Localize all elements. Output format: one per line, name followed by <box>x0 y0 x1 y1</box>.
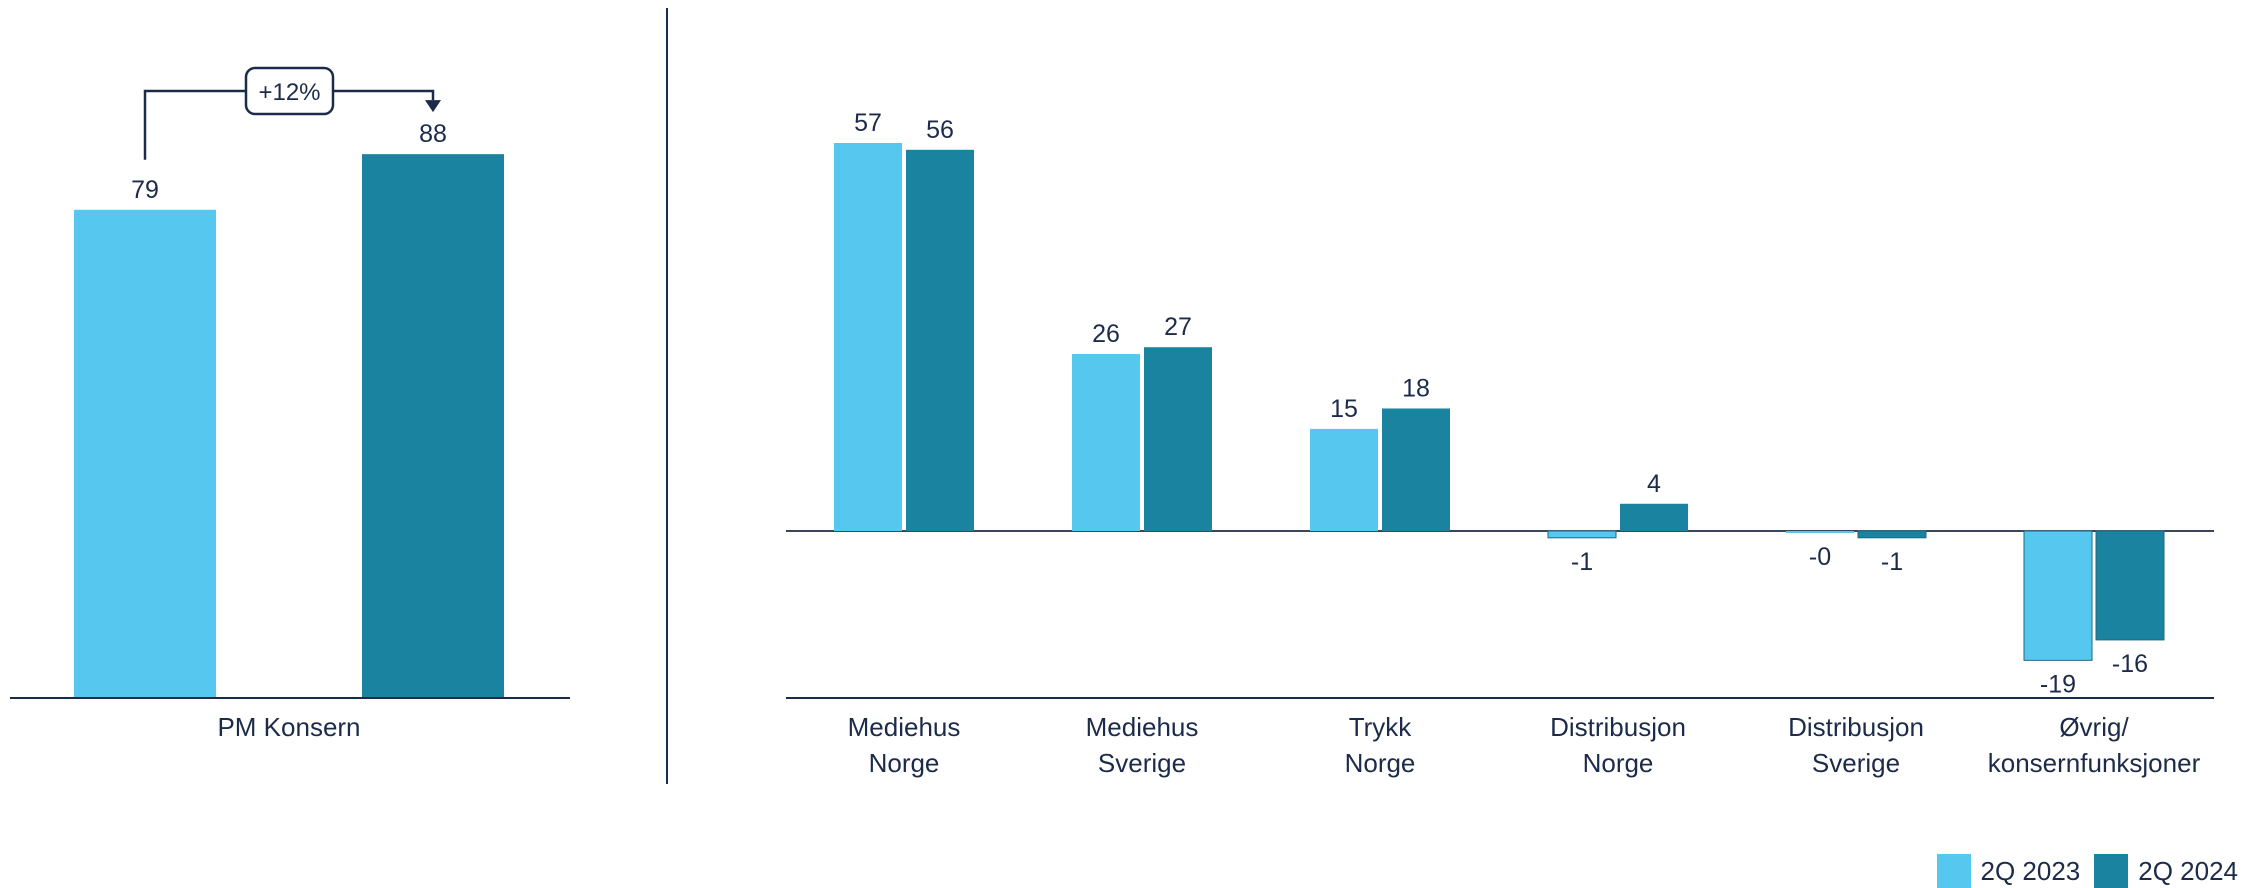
bar-mediehus-norge-2q-2024 <box>906 149 974 532</box>
data-label-trykk-norge-2q-2024: 18 <box>1402 374 1430 402</box>
legend-label-2024: 2Q 2024 <box>2138 855 2238 886</box>
bar-distribusjon-norge-2q-2023 <box>1547 530 1617 539</box>
x-tick-label-vrig-konsernfunksjoner-line-1: Øvrig/ <box>2059 712 2129 742</box>
x-tick-label-mediehus-sverige-line-2: Sverige <box>1098 748 1186 778</box>
growth-bracket-right-arm <box>333 89 435 101</box>
bar-mediehus-sverige-2q-2023 <box>1072 354 1140 531</box>
data-label-pm-konsern-2q-2023: 79 <box>131 176 159 204</box>
data-label-distribusjon-norge-2q-2024: 4 <box>1647 470 1661 498</box>
x-tick-label-trykk-norge-line-2: Norge <box>1345 748 1416 778</box>
legend-swatch-2023 <box>1936 854 1971 888</box>
x-tick-label-trykk-norge-line-1: Trykk <box>1349 712 1413 742</box>
data-label-distribusjon-sverige-2q-2023: -0 <box>1809 543 1831 571</box>
data-label-trykk-norge-2q-2023: 15 <box>1330 395 1358 423</box>
bar-mediehus-sverige-2q-2024 <box>1144 347 1212 531</box>
x-tick-label-distribusjon-sverige-line-1: Distribusjon <box>1788 712 1924 742</box>
growth-bracket-left-arm <box>143 89 246 160</box>
x-tick-label-distribusjon-norge-line-2: Norge <box>1583 748 1654 778</box>
legend-swatch-2024 <box>2094 854 2129 888</box>
x-tick-label-distribusjon-norge-line-1: Distribusjon <box>1550 712 1686 742</box>
data-label-vrig-konsernfunksjoner-2q-2023: -19 <box>2040 670 2076 698</box>
data-label-distribusjon-sverige-2q-2024: -1 <box>1881 548 1903 576</box>
bar-distribusjon-sverige-2q-2024 <box>1857 530 1927 539</box>
data-label-mediehus-norge-2q-2024: 56 <box>926 116 954 144</box>
legend-label-2023: 2Q 2023 <box>1980 855 2081 886</box>
x-tick-label-distribusjon-sverige-line-2: Sverige <box>1812 748 1900 778</box>
data-label-vrig-konsernfunksjoner-2q-2024: -16 <box>2112 650 2148 678</box>
data-label-mediehus-sverige-2q-2024: 27 <box>1164 313 1192 341</box>
bar-mediehus-norge-2q-2023 <box>834 143 902 531</box>
bar-vrig-konsernfunksjoner-2q-2023 <box>2023 530 2093 661</box>
bar-distribusjon-norge-2q-2024 <box>1620 503 1688 531</box>
bar-trykk-norge-2q-2023 <box>1310 428 1378 531</box>
legend-item-2023: 2Q 2023 <box>1936 854 2081 888</box>
bar-vrig-konsernfunksjoner-2q-2024 <box>2095 530 2165 641</box>
growth-arrowhead <box>425 100 441 113</box>
bar-distribusjon-sverige-2q-2023 <box>1786 531 1854 533</box>
x-tick-label-mediehus-norge-line-2: Norge <box>869 748 940 778</box>
x-tick-label-pm-konsern: PM Konsern <box>217 712 360 742</box>
left-chart-pm-konsern: 79 88 PM Konsern +12% <box>10 66 570 742</box>
x-tick-label-mediehus-norge-line-1: Mediehus <box>848 712 961 742</box>
bar-pm-konsern-2q-2024 <box>362 154 504 698</box>
bar-pm-konsern-2q-2023 <box>74 209 216 698</box>
data-label-pm-konsern-2q-2024: 88 <box>419 120 447 148</box>
data-label-distribusjon-norge-2q-2023: -1 <box>1571 548 1593 576</box>
data-label-mediehus-norge-2q-2023: 57 <box>854 109 882 137</box>
x-tick-label-vrig-konsernfunksjoner-line-2: konsernfunksjoner <box>1988 748 2201 778</box>
data-label-mediehus-sverige-2q-2023: 26 <box>1092 320 1120 348</box>
growth-annotation-label: +12% <box>258 79 320 106</box>
growth-annotation-box <box>244 66 335 116</box>
legend: 2Q 2023 2Q 2024 <box>1936 854 2238 888</box>
x-tick-label-mediehus-sverige-line-1: Mediehus <box>1086 712 1199 742</box>
legend-item-2024: 2Q 2024 <box>2094 854 2238 888</box>
bar-trykk-norge-2q-2024 <box>1382 408 1450 531</box>
right-chart-segments: 57 56 Mediehus Norge 26 27 Mediehus Sverige 15 18… <box>786 109 2214 778</box>
